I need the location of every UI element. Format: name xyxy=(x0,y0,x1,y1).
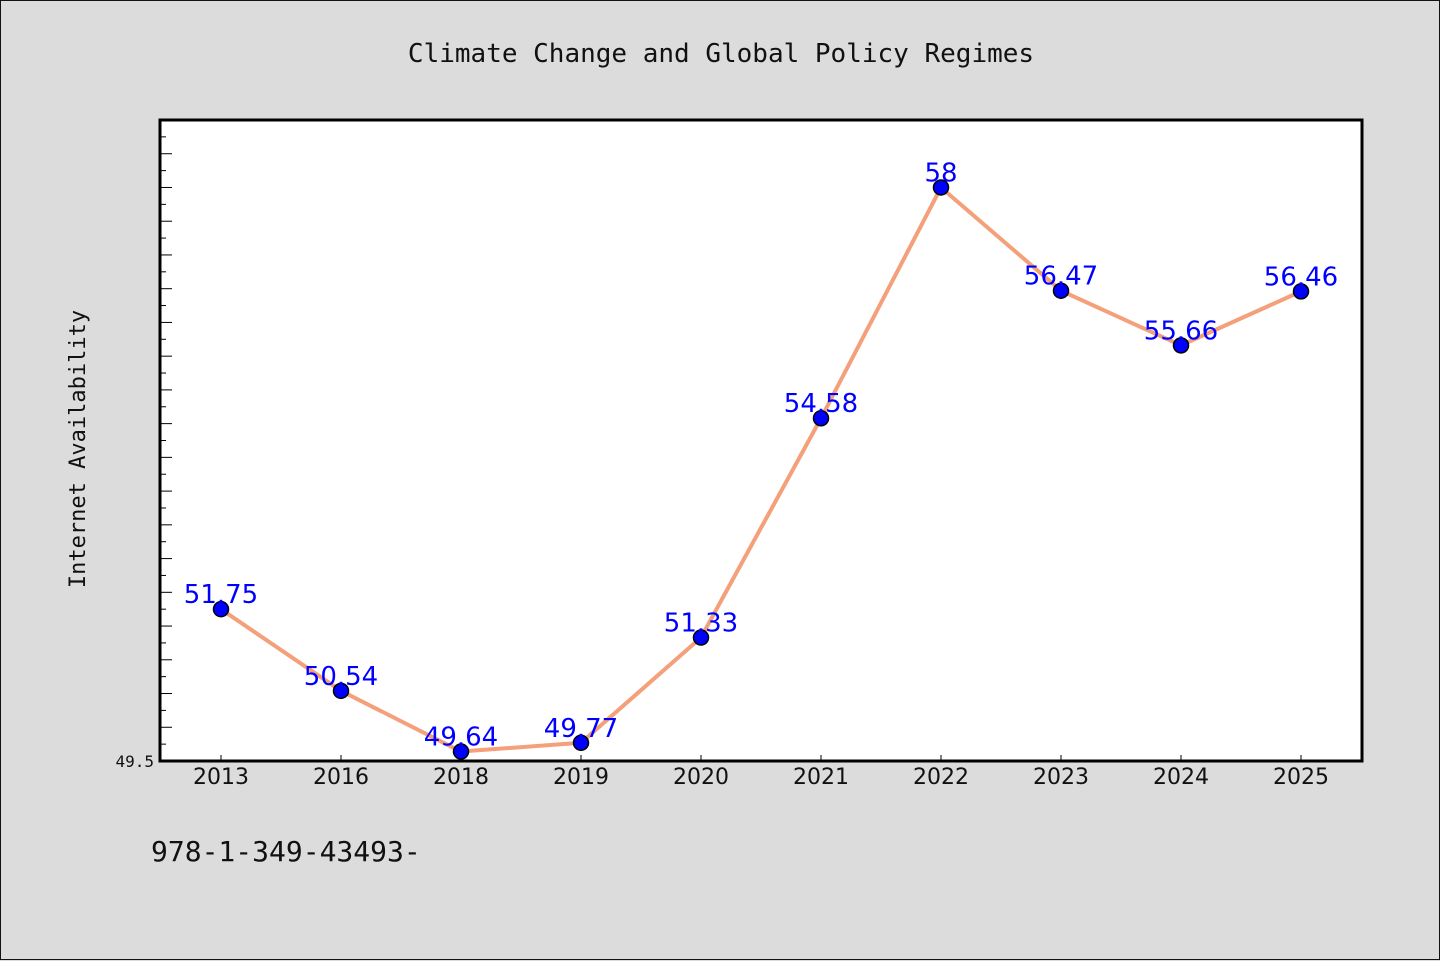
x-axis-tick-labels: 2013 2016 2018 2019 2020 2021 2022 2023 2024 2025 xyxy=(193,755,1329,790)
y-axis-ticks: 49.5 xyxy=(115,119,172,771)
data-point xyxy=(812,409,830,427)
data-point xyxy=(332,682,350,700)
x-axis-tick-label: 2019 xyxy=(553,765,609,790)
data-label: 49.64 xyxy=(424,723,498,753)
data-point xyxy=(1052,282,1070,299)
x-axis-tick-label: 2025 xyxy=(1273,765,1329,790)
data-label: 49.77 xyxy=(544,714,618,744)
plot-area xyxy=(158,118,1364,763)
x-axis-tick-label: 2022 xyxy=(913,765,969,790)
chart-title: Climate Change and Global Policy Regimes xyxy=(408,39,1034,69)
data-label: 50.54 xyxy=(304,662,378,692)
data-point xyxy=(212,600,230,618)
x-axis-tick-label: 2020 xyxy=(673,765,729,790)
data-label: 54.58 xyxy=(784,389,858,419)
data-points xyxy=(212,179,1310,760)
data-label: 56.46 xyxy=(1264,262,1338,292)
series-line-group xyxy=(219,185,1303,754)
data-point xyxy=(452,743,470,760)
x-axis-tick-label: 2018 xyxy=(433,765,489,790)
x-axis-tick-label: 2023 xyxy=(1033,765,1089,790)
data-label: 51.75 xyxy=(184,580,258,610)
data-point xyxy=(932,179,950,196)
x-axis-tick-label: 2013 xyxy=(193,765,249,790)
x-axis-tick-label: 2021 xyxy=(793,765,849,790)
x-axis-tick-label: 2024 xyxy=(1153,765,1209,790)
x-axis-tick-label: 2016 xyxy=(313,765,369,790)
y-axis-tick-label: 49.5 xyxy=(115,752,154,771)
data-label: 51.33 xyxy=(664,609,738,639)
data-point xyxy=(1172,337,1190,354)
data-point xyxy=(692,629,710,646)
data-label: 58 xyxy=(924,158,957,188)
series-line xyxy=(219,185,1303,754)
data-labels: 51.75 50.54 49.64 49.77 51.33 54.58 58 56.47 55.… xyxy=(184,158,1338,752)
data-point xyxy=(1292,283,1310,300)
y-axis-label: Internet Availability xyxy=(66,310,91,588)
footer-code: 978-1-349-43493- xyxy=(151,835,421,868)
data-label: 55.66 xyxy=(1144,316,1218,346)
data-point xyxy=(572,734,590,752)
data-label: 56.47 xyxy=(1024,262,1098,292)
